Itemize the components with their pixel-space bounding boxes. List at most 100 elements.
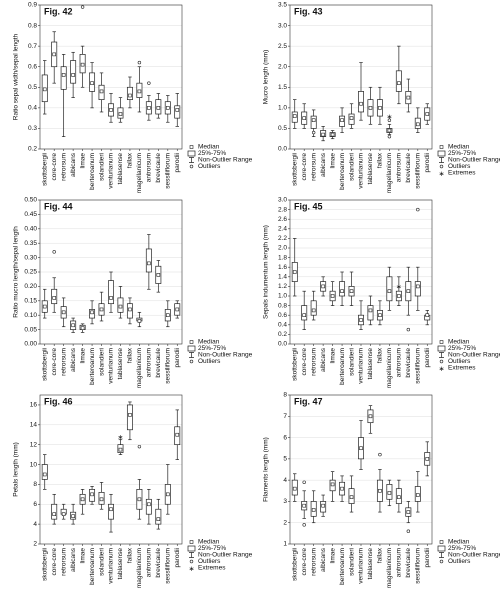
x-tick-label: sessiliflorum: [165, 153, 172, 189]
chart-panel: 0.2 0.3 0.4 0.5 0.6 0.7 0.8 0.9 Fig. 42 Ratio sep…: [13, 2, 253, 193]
median: [166, 313, 170, 318]
y-tick-label: 4: [283, 477, 287, 484]
x-tick-label: albicans: [70, 347, 77, 372]
median: [425, 457, 430, 461]
x-tick-label: brevicaule: [405, 548, 412, 578]
median: [42, 472, 47, 477]
y-tick-label: 5: [283, 456, 287, 463]
median: [42, 304, 47, 309]
y-tick-label: 0.7: [28, 43, 37, 50]
legend-median: [189, 540, 194, 544]
outlier: [378, 452, 382, 457]
median: [340, 118, 344, 122]
y-tick-label: 1.0: [278, 105, 287, 112]
median: [156, 273, 161, 277]
box: [60, 66, 67, 90]
median: [387, 491, 392, 495]
median: [90, 81, 94, 85]
x-tick-label: parodii: [174, 348, 181, 368]
y-axis-label: Ratio sepal width/sepal length: [13, 33, 20, 120]
x-tick-label: venturianum: [108, 548, 115, 584]
median: [425, 313, 430, 318]
median: [330, 482, 335, 487]
legend-whisker: [189, 552, 194, 558]
median: [406, 289, 411, 294]
box: [310, 300, 317, 316]
legend-extreme: ∗: [439, 366, 445, 373]
legend-label: Extremes: [448, 170, 476, 177]
x-tick-label: fallax: [377, 547, 384, 563]
chart-title: Fig. 47: [294, 396, 323, 406]
x-tick-label: retrorsum: [60, 153, 67, 181]
legend-median: [189, 145, 194, 149]
legend-label: Outliers: [448, 163, 471, 170]
median: [99, 307, 104, 312]
median: [71, 323, 75, 328]
legend-median: [439, 540, 444, 544]
median: [340, 486, 344, 491]
legend-whisker: [439, 552, 444, 558]
y-tick-label: 0.35: [24, 240, 37, 247]
median: [368, 414, 373, 419]
outlier: [147, 81, 151, 85]
median: [292, 486, 297, 491]
x-tick-label: core-core: [51, 348, 58, 376]
median: [99, 497, 104, 502]
extreme: ∗: [396, 284, 402, 291]
y-tick-label: 0.4: [278, 322, 287, 329]
y-tick-label: 2: [33, 541, 37, 548]
outlier: [311, 130, 316, 135]
legend-label: Non-Outlier Range: [198, 552, 253, 559]
median: [71, 73, 75, 77]
box: [126, 404, 133, 431]
legend-label: Median: [198, 539, 220, 546]
x-tick-label: fallax: [127, 152, 134, 168]
x-tick-label: albicans: [70, 152, 77, 177]
y-tick-label: 0.2: [278, 331, 287, 338]
legend-outlier: [189, 164, 194, 169]
legend-label: 25%-75%: [198, 545, 226, 552]
box: [367, 305, 374, 321]
x-tick-label: fallax: [127, 347, 134, 363]
chart-title: Fig. 45: [294, 201, 323, 211]
x-tick-label: albicans: [320, 347, 327, 372]
y-tick-label: 0.00: [24, 341, 37, 348]
extreme: ∗: [118, 435, 124, 442]
median: [425, 112, 430, 116]
x-tick-label: limae: [79, 153, 86, 169]
x-tick-label: skottsbergii: [41, 348, 48, 381]
x-tick-label: venturianum: [358, 348, 365, 384]
x-tick-label: magellanicum: [136, 153, 143, 193]
y-tick-label: 1.5: [278, 84, 287, 91]
outlier: [387, 134, 392, 139]
x-tick-label: antrorsum: [146, 348, 153, 377]
median: [147, 106, 151, 110]
x-tick-label: retrorsum: [60, 548, 67, 576]
x-tick-label: tablasense: [117, 548, 124, 580]
outlier: [406, 529, 411, 533]
x-tick-label: magellanicum: [136, 548, 143, 588]
box: [358, 91, 364, 113]
median: [90, 492, 94, 497]
median: [340, 289, 344, 294]
median: [109, 507, 113, 512]
x-tick-label: tablasense: [117, 153, 124, 185]
median: [330, 132, 335, 137]
y-tick-label: 1.2: [278, 283, 287, 290]
median: [302, 116, 307, 120]
y-tick-label: 1.4: [278, 274, 287, 281]
legend-label: Extremes: [198, 565, 226, 572]
box: [145, 248, 152, 273]
legend-label: Median: [448, 339, 470, 346]
median: [52, 52, 57, 57]
outlier: [137, 444, 142, 449]
median: [61, 512, 66, 517]
x-tick-label: retrorsum: [60, 348, 67, 376]
median: [359, 318, 363, 322]
x-tick-label: solandieri: [98, 153, 105, 181]
median: [175, 432, 180, 437]
x-tick-label: solandieri: [348, 153, 355, 181]
outlier: [302, 480, 306, 484]
box: [70, 60, 77, 84]
